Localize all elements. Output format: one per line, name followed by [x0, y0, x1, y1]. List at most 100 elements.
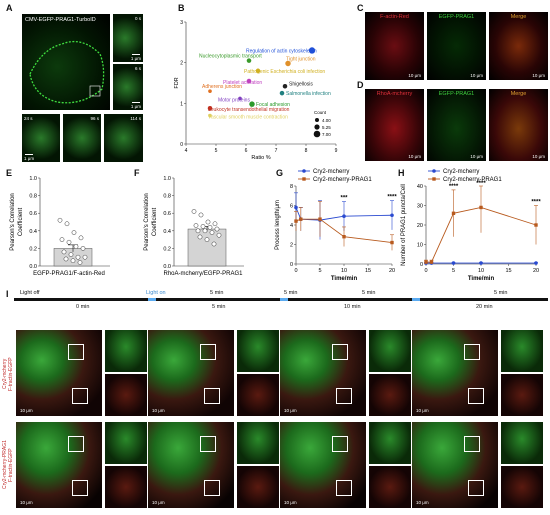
bubble-point: [238, 96, 242, 101]
panel-i-zoom-crop: [105, 374, 147, 416]
y-axis-label-line1: Pearson's Correlation: [10, 193, 16, 251]
data-point: [451, 261, 456, 265]
time-label: 0 s: [134, 16, 141, 21]
data-point: [479, 205, 483, 210]
panel-i-main-image: 10 μm: [280, 330, 366, 416]
y-tick-label: 0.2: [163, 246, 171, 252]
panel-i-zoom-crop: [369, 374, 411, 416]
panel-d-egfp-image: EGFP-PRAG1 10 μm: [427, 89, 486, 161]
zoom-box: [468, 388, 484, 404]
panel-i-main-image: 10 μm: [280, 422, 366, 508]
y-tick-label: 0.6: [163, 211, 171, 217]
data-point: [342, 214, 346, 219]
legend-label: 5.25: [322, 125, 331, 130]
x-tick-label: 10: [341, 268, 347, 274]
data-point: [299, 217, 303, 221]
data-point: [209, 230, 215, 235]
y-tick-label: 0: [290, 262, 293, 268]
panel-label-i: I: [6, 289, 9, 299]
time-label: 5 min: [210, 290, 224, 296]
y-axis-label-line1: Pearson's Correlation: [144, 193, 150, 251]
y-axis-label: Process length/μm: [275, 200, 281, 250]
x-tick-label: 0: [294, 268, 297, 274]
y-tick-label: 0.2: [29, 246, 37, 252]
panel-d-label-1: RhoA-mcherry: [376, 91, 413, 97]
zoom-box: [204, 388, 220, 404]
data-point: [66, 239, 72, 245]
panel-label-f: F: [134, 168, 140, 178]
x-axis-label: Ratio %: [251, 155, 270, 160]
x-tick-label: 10: [478, 268, 484, 274]
x-tick-label: 9: [335, 148, 338, 154]
panel-i-main-image: 10 μm: [412, 330, 498, 416]
data-point: [197, 234, 203, 240]
y-tick-label: 1.0: [29, 176, 37, 182]
time-5min-label: 5 min: [212, 304, 226, 310]
legend-title: Count: [314, 110, 327, 115]
panel-i-main-image: 10 μm: [16, 422, 102, 508]
bubble-label: Adherens junction: [202, 84, 242, 90]
panel-c-label-1: F-actin-Red: [380, 14, 409, 20]
y-tick-label: 10: [417, 243, 423, 249]
legend-symbol: [302, 177, 306, 181]
y-tick-label: 0: [420, 262, 423, 268]
panel-a-time-24: 24 s 1 μm: [22, 114, 60, 162]
panel-i-zoom-crop: [501, 330, 543, 372]
data-point: [59, 237, 65, 242]
time-20min-label: 20 min: [476, 304, 493, 310]
x-tick-label: 8: [305, 148, 308, 154]
bubble-label: Motor proteins: [218, 97, 250, 103]
panel-i-zoom-crop: [105, 466, 147, 508]
zoom-box: [468, 480, 484, 496]
data-point: [214, 226, 220, 232]
light-on-label: Light on: [146, 290, 166, 296]
panel-i-zoom-crop: [369, 422, 411, 464]
panel-c-merge-image: Merge 10 μm: [489, 12, 548, 80]
zoom-box: [72, 480, 88, 496]
scale-label: 1 μm: [24, 156, 35, 161]
time-label: 5 min: [284, 290, 298, 296]
time-label: 96 s: [90, 116, 99, 121]
scale-label: 1 μm: [130, 56, 141, 61]
data-point: [342, 235, 346, 239]
x-tick-label: 5: [318, 268, 321, 274]
legend-symbol: [302, 169, 306, 173]
panel-i-main-image: 10 μm: [148, 330, 234, 416]
legend-label: Cry2-mcherry-PRAG1: [443, 177, 502, 183]
data-point: [204, 237, 210, 242]
y-tick-label: 2: [290, 243, 293, 249]
data-point: [216, 232, 222, 238]
panel-d-rhoa-image: RhoA-mcherry 10 μm: [365, 89, 424, 161]
data-point: [451, 211, 456, 215]
data-point: [205, 219, 211, 225]
zoom-box: [336, 388, 352, 404]
bubble-point: [207, 105, 213, 111]
scale-label: 10 μm: [532, 73, 545, 78]
scale-label: 10 μm: [152, 500, 165, 505]
y-tick-label: 0.8: [163, 194, 171, 200]
bubble-label: Vascular smooth muscle contraction: [208, 115, 288, 121]
bubble-point: [282, 83, 288, 89]
panel-i-zoom-crop: [501, 422, 543, 464]
panel-i-main-image: 10 μm: [16, 330, 102, 416]
data-point: [534, 223, 538, 227]
y-tick-label: 30: [417, 204, 423, 210]
significance-label: ****: [531, 200, 541, 206]
panel-i-zoom-crop: [105, 422, 147, 464]
y-tick-label: 3: [180, 20, 183, 26]
y-tick-label: 0.0: [163, 264, 171, 270]
data-point: [424, 260, 428, 264]
y-axis-label: Number of PRAG1 puncta/Cell: [401, 184, 407, 266]
data-point: [64, 221, 70, 227]
data-point: [77, 260, 83, 265]
panel-i-image-grid: 10 μm 10 μm 10 μm 10 μm 10 μm 10 μm 10 μm 10 μm: [16, 330, 550, 514]
panel-label-b: B: [178, 3, 185, 13]
data-point: [212, 221, 218, 227]
data-point: [57, 217, 63, 223]
x-tick-label: 4: [185, 148, 188, 154]
y-tick-label: 0.0: [29, 264, 37, 270]
data-point: [294, 219, 298, 223]
bubble-point: [255, 68, 261, 74]
significance-label: ***: [340, 196, 348, 202]
panel-i-zoom-crop: [237, 422, 279, 464]
